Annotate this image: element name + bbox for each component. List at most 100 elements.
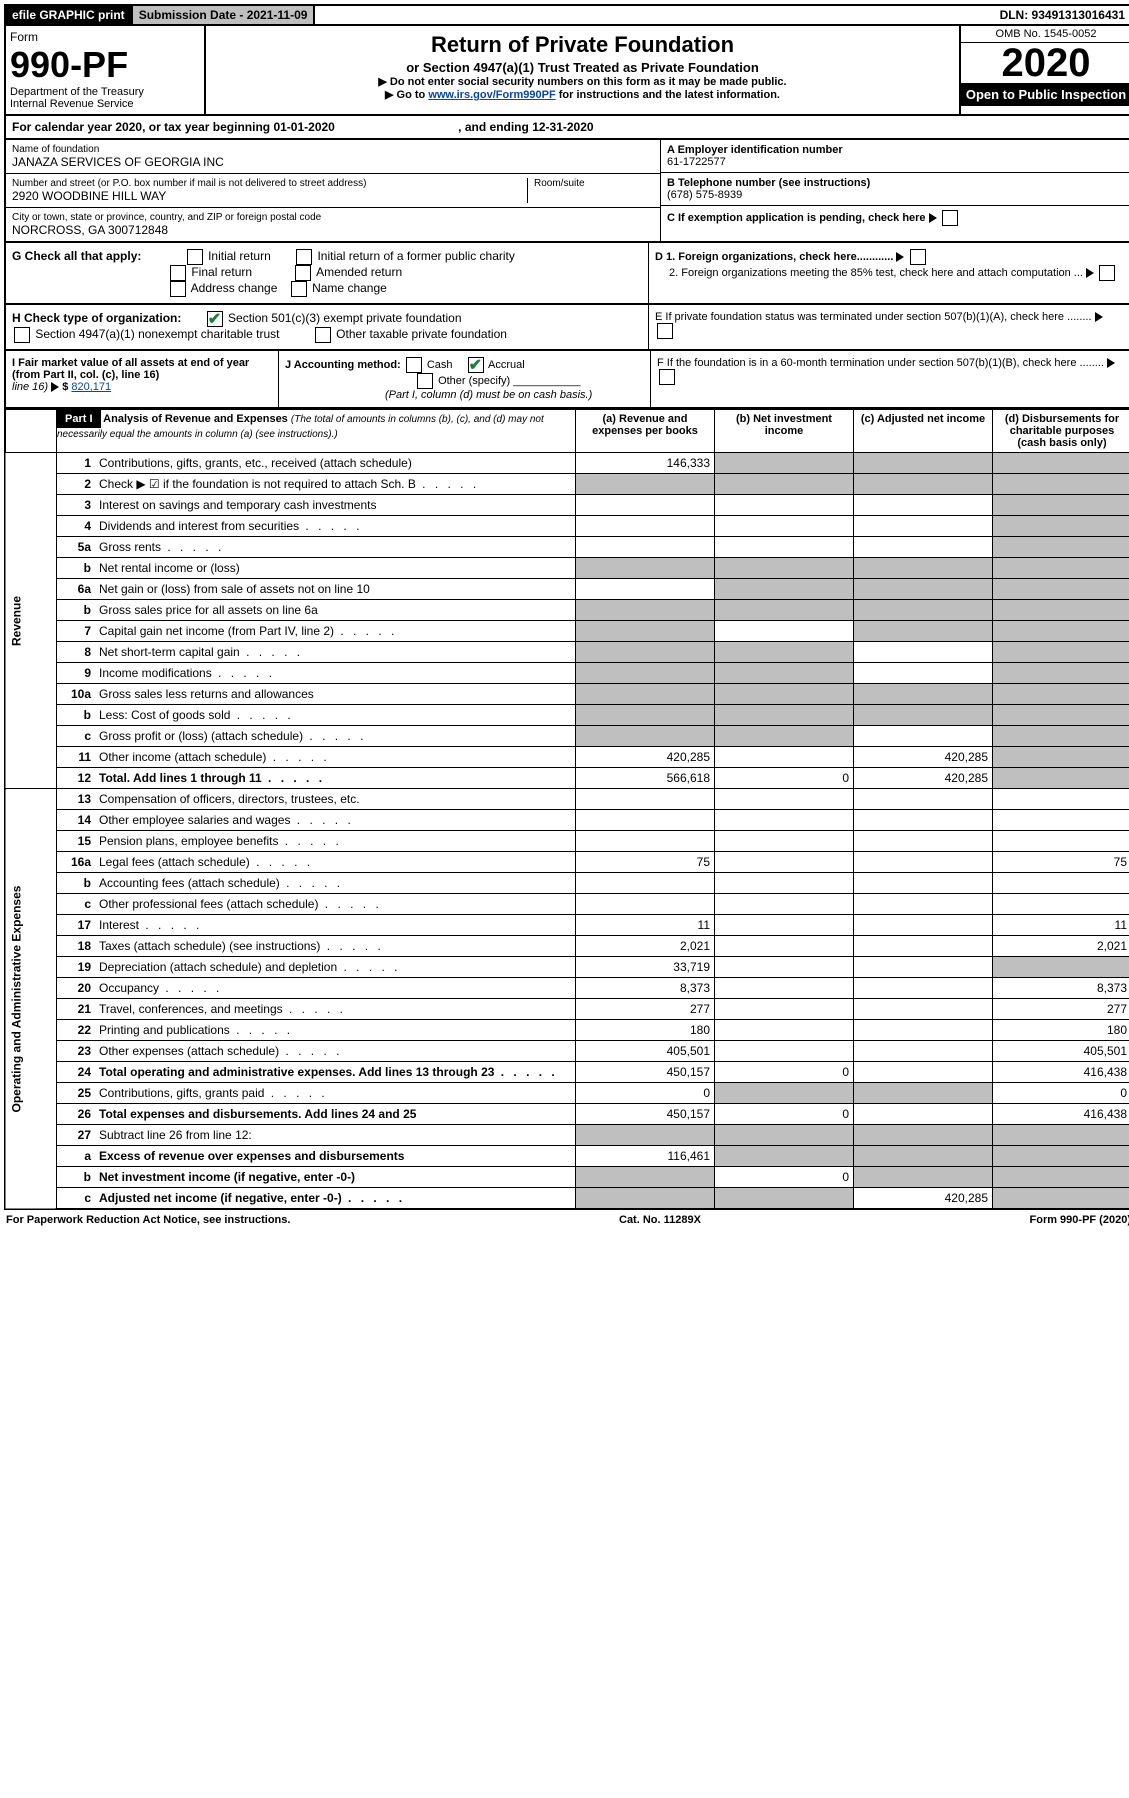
value-cell <box>993 1167 1129 1188</box>
line-description: Pension plans, employee benefits . . . .… <box>95 831 576 852</box>
triangle-icon <box>896 252 904 262</box>
value-cell <box>993 1188 1129 1210</box>
value-cell: 33,719 <box>576 957 715 978</box>
checkbox-address[interactable] <box>170 281 186 297</box>
main-table: Part I Analysis of Revenue and Expenses … <box>4 409 1129 1210</box>
value-cell <box>576 495 715 516</box>
line-description: Interest . . . . . <box>95 915 576 936</box>
line-description: Contributions, gifts, grants, etc., rece… <box>95 453 576 474</box>
line-description: Other employee salaries and wages . . . … <box>95 810 576 831</box>
line-description: Net rental income or (loss) <box>95 558 576 579</box>
line-number: 1 <box>57 453 96 474</box>
footer-mid: Cat. No. 11289X <box>619 1214 701 1226</box>
checkbox-final[interactable] <box>170 265 186 281</box>
col-c-header: (c) Adjusted net income <box>854 410 993 453</box>
i-label: I Fair market value of all assets at end… <box>12 357 249 381</box>
value-cell <box>715 495 854 516</box>
table-row: 19Depreciation (attach schedule) and dep… <box>5 957 1129 978</box>
line-description: Check ▶ ☑ if the foundation is not requi… <box>95 474 576 495</box>
line-description: Gross rents . . . . . <box>95 537 576 558</box>
line-number: 20 <box>57 978 96 999</box>
part1-title: Analysis of Revenue and Expenses <box>103 413 288 425</box>
value-cell <box>854 852 993 873</box>
table-row: 23Other expenses (attach schedule) . . .… <box>5 1041 1129 1062</box>
fmv-value[interactable]: 820,171 <box>71 381 111 393</box>
value-cell: 180 <box>576 1020 715 1041</box>
line-number: 7 <box>57 621 96 642</box>
line-description: Gross sales price for all assets on line… <box>95 600 576 621</box>
submission-date: Submission Date - 2021-11-09 <box>133 6 316 24</box>
ein-label: A Employer identification number <box>667 144 1125 156</box>
line-description: Interest on savings and temporary cash i… <box>95 495 576 516</box>
f-label: F If the foundation is in a 60-month ter… <box>657 357 1104 369</box>
line-number: 15 <box>57 831 96 852</box>
dln: DLN: 93491313016431 <box>994 6 1129 24</box>
checkbox-d2[interactable] <box>1099 265 1115 281</box>
value-cell <box>993 600 1129 621</box>
line-description: Other income (attach schedule) . . . . . <box>95 747 576 768</box>
checkbox-501c3[interactable] <box>207 311 223 327</box>
table-row: 15Pension plans, employee benefits . . .… <box>5 831 1129 852</box>
checkbox-c[interactable] <box>942 210 958 226</box>
e-label: E If private foundation status was termi… <box>655 311 1092 323</box>
value-cell <box>993 957 1129 978</box>
line-number: 18 <box>57 936 96 957</box>
checkbox-accrual[interactable] <box>468 357 484 373</box>
line-description: Taxes (attach schedule) (see instruction… <box>95 936 576 957</box>
value-cell <box>854 1167 993 1188</box>
line-description: Income modifications . . . . . <box>95 663 576 684</box>
inspection-label: Open to Public Inspection <box>961 83 1129 106</box>
checkbox-f[interactable] <box>659 369 675 385</box>
value-cell <box>993 453 1129 474</box>
tax-year: 2020 <box>961 43 1129 83</box>
irs-link[interactable]: www.irs.gov/Form990PF <box>428 89 555 101</box>
value-cell <box>854 1083 993 1104</box>
addr-label: Number and street (or P.O. box number if… <box>12 178 527 189</box>
col-a-header: (a) Revenue and expenses per books <box>576 410 715 453</box>
form-title: Return of Private Foundation <box>210 32 955 58</box>
footer-left: For Paperwork Reduction Act Notice, see … <box>6 1214 290 1226</box>
table-row: 14Other employee salaries and wages . . … <box>5 810 1129 831</box>
line-number: b <box>57 705 96 726</box>
line-number: a <box>57 1146 96 1167</box>
checkbox-initial-former[interactable] <box>296 249 312 265</box>
expenses-side-label: Operating and Administrative Expenses <box>5 789 57 1210</box>
checkbox-name[interactable] <box>291 281 307 297</box>
checkbox-e[interactable] <box>657 323 673 339</box>
line-description: Net gain or (loss) from sale of assets n… <box>95 579 576 600</box>
value-cell <box>715 579 854 600</box>
table-row: bLess: Cost of goods sold . . . . . <box>5 705 1129 726</box>
value-cell <box>715 894 854 915</box>
value-cell: 566,618 <box>576 768 715 789</box>
value-cell <box>576 579 715 600</box>
table-row: cGross profit or (loss) (attach schedule… <box>5 726 1129 747</box>
value-cell <box>576 789 715 810</box>
value-cell <box>576 474 715 495</box>
line-number: c <box>57 1188 96 1210</box>
table-row: 11Other income (attach schedule) . . . .… <box>5 747 1129 768</box>
checkbox-other-method[interactable] <box>417 373 433 389</box>
entity-info: Name of foundation JANAZA SERVICES OF GE… <box>4 140 1129 243</box>
checkbox-4947[interactable] <box>14 327 30 343</box>
value-cell <box>576 894 715 915</box>
value-cell: 2,021 <box>576 936 715 957</box>
line-description: Other professional fees (attach schedule… <box>95 894 576 915</box>
checkbox-other-tax[interactable] <box>315 327 331 343</box>
checkbox-initial[interactable] <box>187 249 203 265</box>
section-g: G Check all that apply: Initial return I… <box>4 243 1129 305</box>
j-note: (Part I, column (d) must be on cash basi… <box>385 389 592 401</box>
line-number: 5a <box>57 537 96 558</box>
table-row: Revenue1Contributions, gifts, grants, et… <box>5 453 1129 474</box>
value-cell <box>993 831 1129 852</box>
table-row: Operating and Administrative Expenses13C… <box>5 789 1129 810</box>
checkbox-amended[interactable] <box>295 265 311 281</box>
line-number: 13 <box>57 789 96 810</box>
table-row: 25Contributions, gifts, grants paid . . … <box>5 1083 1129 1104</box>
value-cell <box>576 558 715 579</box>
value-cell <box>854 831 993 852</box>
checkbox-cash[interactable] <box>406 357 422 373</box>
value-cell <box>993 1146 1129 1167</box>
value-cell <box>715 999 854 1020</box>
line-description: Total expenses and disbursements. Add li… <box>95 1104 576 1125</box>
checkbox-d1[interactable] <box>910 249 926 265</box>
